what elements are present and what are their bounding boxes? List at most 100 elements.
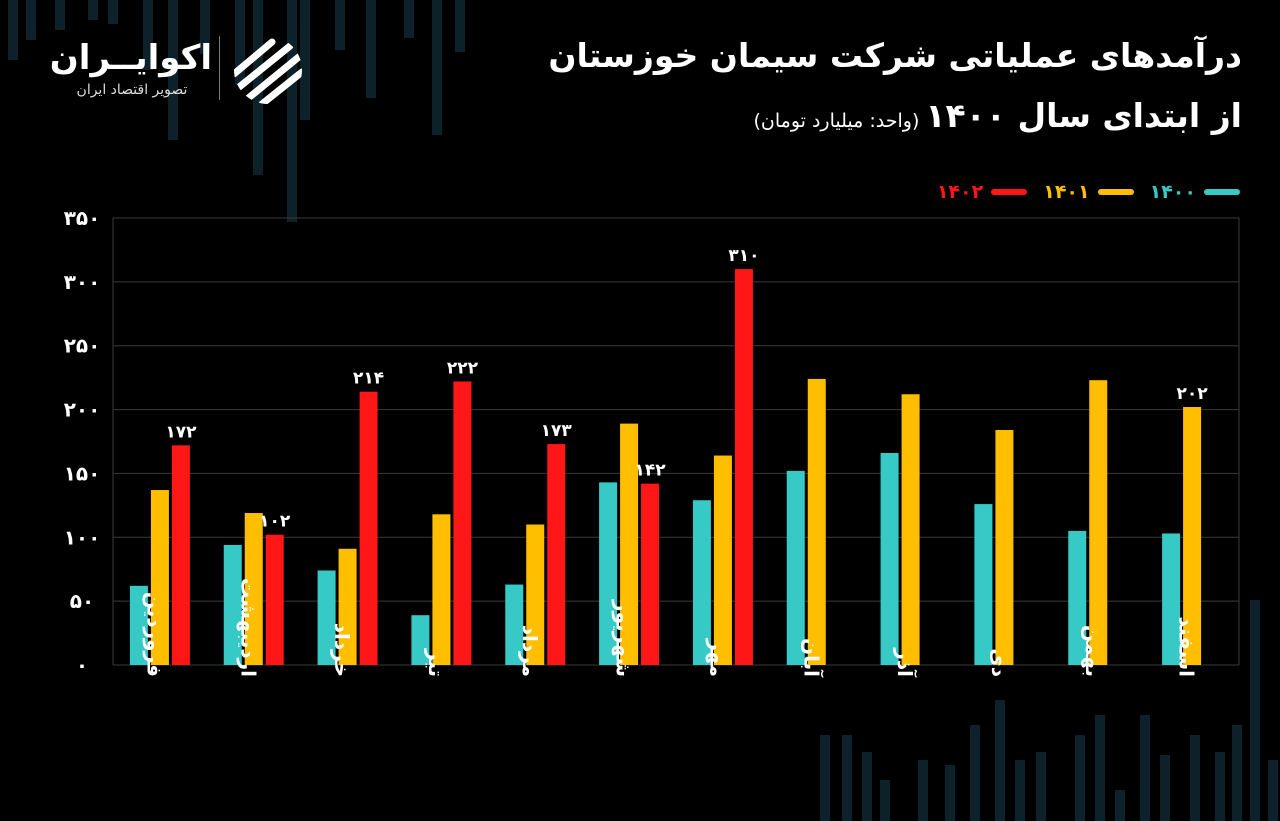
x-tick-label: خرداد [330,623,354,677]
bar-۱۴۰۰-11 [1162,533,1181,665]
deco-bar [455,0,465,52]
data-label: ۱۷۲ [165,422,197,442]
x-tick-label: اسفند [1175,616,1199,677]
deco-bar [1015,760,1025,821]
legend-swatch-1400 [1204,189,1240,195]
deco-bar [143,0,153,70]
data-label: ۳۱۰ [728,246,759,266]
legend-swatch-1402 [991,189,1028,195]
y-tick-label: ۱۵۰ [64,461,101,485]
bar-۱۴۰۱-11 [1183,407,1202,665]
legend-item-1401: ۱۴۰۱ [1043,181,1134,203]
bar-۱۴۰۰-4 [505,584,524,665]
y-tick-label: ۱۰۰ [64,525,101,549]
deco-bar [168,0,178,140]
y-tick-label: ۳۰۰ [64,270,101,294]
bar-۱۴۰۱-8 [901,394,920,665]
y-tick-label: ۲۰۰ [64,398,101,422]
deco-bar [1115,790,1125,821]
x-tick-label: بهمن [1081,625,1105,677]
bar-۱۴۰۰-9 [974,504,993,665]
bar-۱۴۰۱-4 [526,524,545,665]
deco-bar [1190,735,1200,821]
deco-bar [1075,735,1085,821]
deco-bar [1232,725,1242,821]
deco-bar [235,0,245,85]
bar-۱۴۰۲-2 [359,391,378,665]
page-subtitle: از ابتدای سال ۱۴۰۰(واحد: میلیارد تومان) [754,96,1243,135]
bar-۱۴۰۰-6 [692,500,711,665]
x-tick-label: مهر [705,638,729,677]
bar-۱۴۰۰-7 [786,470,805,665]
brand-tagline: تصویر اقتصاد ایران [76,82,188,98]
data-label: ۱۰۲ [259,512,291,532]
x-tick-label: تیر [424,648,448,677]
deco-bar [1140,715,1150,821]
deco-bar [55,0,65,30]
deco-bar [108,0,118,24]
deco-bar [200,0,210,54]
y-tick-label: ۵۰ [70,589,94,613]
deco-bar [287,0,297,222]
data-label: ۲۰۲ [1177,384,1209,404]
deco-bar [918,760,928,821]
legend-item-1402: ۱۴۰۲ [937,181,1028,203]
bar-۱۴۰۱-7 [807,378,826,665]
deco-bar [8,0,18,60]
deco-bar [335,0,345,50]
bar-۱۴۰۱-1 [244,513,263,665]
brand-divider [219,36,220,100]
data-label: ۱۴۲ [635,461,667,481]
x-tick-label: آبان [799,638,824,678]
x-tick-label: فروردین [142,592,166,677]
bar-۱۴۰۰-8 [880,452,899,665]
legend-label-1401: ۱۴۰۱ [1043,181,1090,203]
deco-bar [1250,600,1260,821]
deco-bar [1268,760,1278,821]
deco-bar [432,0,442,135]
y-tick-label: ۳۵۰ [64,206,101,230]
bar-۱۴۰۲-1 [265,534,284,665]
bar-۱۴۰۱-6 [713,455,732,665]
bar-۱۴۰۲-5 [641,483,660,665]
bar-۱۴۰۲-0 [171,445,190,665]
deco-bar [26,0,36,40]
bar-۱۴۰۱-5 [620,423,639,665]
bar-۱۴۰۱-10 [1089,380,1108,665]
deco-bar [970,725,980,821]
bar-۱۴۰۲-4 [547,444,566,665]
brand-block: اکوایــران تصویر اقتصاد ایران [49,36,212,100]
bar-۱۴۰۱-9 [995,430,1014,665]
deco-bar [1160,755,1170,821]
x-tick-label: دی [987,648,1011,677]
x-tick-label: اردیبهشت [236,578,260,677]
bar-۱۴۰۱-0 [150,490,169,665]
legend-item-1400: ۱۴۰۰ [1150,181,1240,203]
bar-۱۴۰۲-3 [453,381,472,665]
deco-bar [88,0,98,20]
deco-bar [880,780,890,821]
deco-bar [1095,715,1105,821]
bar-۱۴۰۲-6 [734,269,753,665]
deco-bar [404,0,414,38]
deco-bar [1036,752,1046,821]
deco-bar [820,735,830,821]
x-tick-label: آذر [893,647,918,678]
deco-bar [862,752,872,821]
y-tick-label: ۰ [76,653,88,677]
x-tick-label: مرداد [518,625,542,677]
bar-۱۴۰۰-3 [411,615,430,665]
y-tick-label: ۲۵۰ [64,334,101,358]
brand-name: اکوایــران [49,38,212,78]
legend-label-1400: ۱۴۰۰ [1149,181,1196,203]
bar-۱۴۰۰-0 [129,585,148,665]
subtitle-period: از ابتدای سال ۱۴۰۰ [925,96,1242,135]
legend-swatch-1401 [1097,189,1134,195]
bar-۱۴۰۰-5 [599,482,618,665]
data-label: ۲۲۲ [447,358,479,378]
x-tick-label: شهریور [612,599,636,677]
bar-۱۴۰۱-3 [432,514,451,665]
deco-bar [300,0,310,120]
unit-label: (واحد: میلیارد تومان) [753,110,920,132]
